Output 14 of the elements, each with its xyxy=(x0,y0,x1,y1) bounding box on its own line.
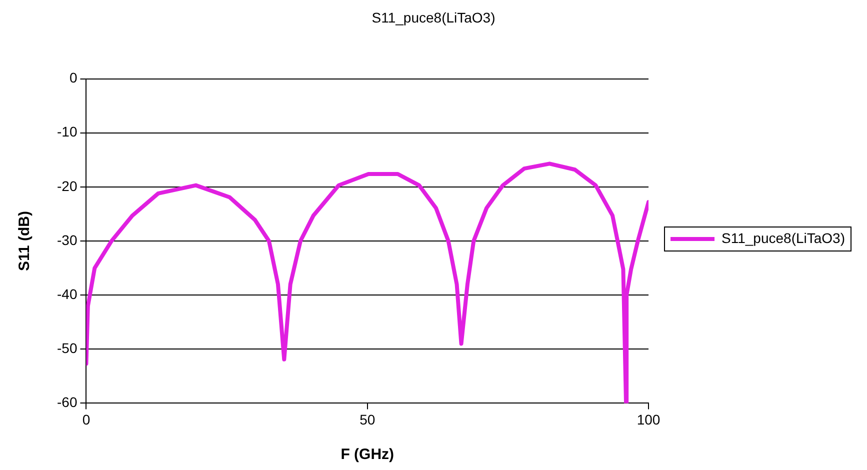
x-tick-label: 100 xyxy=(636,411,660,428)
legend-label: S11_puce8(LiTaO3) xyxy=(722,230,845,246)
y-tick-label: -10 xyxy=(57,124,78,140)
y-tick-label: -50 xyxy=(57,340,78,356)
x-axis-title: F (GHz) xyxy=(340,446,394,464)
chart-title: S11_puce8(LiTaO3) xyxy=(372,9,496,26)
y-tick-label: 0 xyxy=(69,70,78,86)
y-tick-label: -30 xyxy=(57,232,78,248)
y-axis-title: S11 (dB) xyxy=(16,210,34,272)
y-tick-label: -40 xyxy=(57,286,78,302)
y-tick-label: -60 xyxy=(57,394,78,410)
x-tick-label: 0 xyxy=(82,411,90,428)
y-tick-label: -20 xyxy=(57,178,78,194)
x-tick-label: 50 xyxy=(360,411,376,428)
